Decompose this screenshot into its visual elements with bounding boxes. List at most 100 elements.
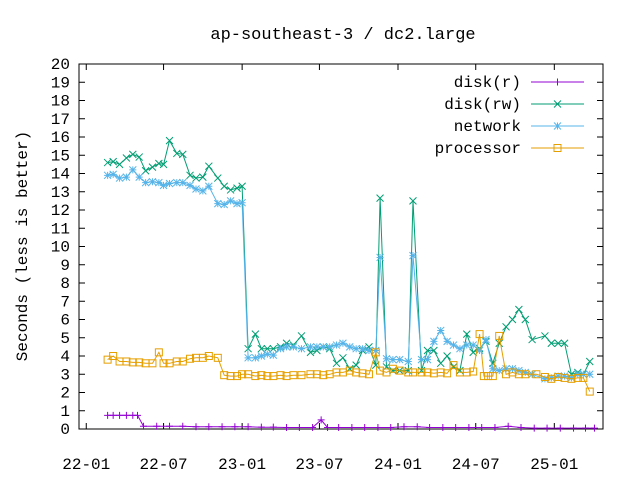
y-tick-label: 15 — [51, 147, 70, 165]
data-point — [122, 173, 131, 182]
data-point — [352, 344, 361, 353]
legend-label: network — [454, 118, 521, 136]
data-point — [335, 424, 343, 432]
data-point — [579, 373, 588, 382]
x-tick-label: 24-01 — [374, 456, 422, 474]
data-point — [488, 372, 497, 381]
data-point — [358, 369, 367, 378]
data-point — [312, 370, 321, 379]
data-point — [231, 423, 239, 431]
data-point — [238, 370, 247, 379]
data-point — [376, 366, 385, 375]
data-point — [198, 353, 207, 362]
data-point — [495, 366, 504, 375]
data-point — [226, 197, 235, 205]
data-point — [352, 361, 361, 369]
data-point — [543, 424, 551, 432]
data-point — [465, 424, 473, 432]
data-point — [590, 424, 598, 432]
data-point — [213, 199, 222, 208]
data-point — [547, 339, 556, 348]
data-point — [192, 174, 200, 182]
data-point — [317, 416, 325, 424]
data-point — [218, 423, 226, 431]
x-tick-label: 24-07 — [452, 456, 500, 474]
x-tick-label: 22-07 — [140, 456, 188, 474]
data-point — [205, 423, 213, 431]
data-point — [339, 339, 347, 348]
data-point — [263, 372, 272, 381]
series-line — [107, 139, 591, 375]
data-point — [430, 337, 438, 346]
data-point — [345, 366, 354, 375]
data-point — [269, 423, 277, 431]
data-point — [479, 372, 488, 381]
x-tick-label: 25-01 — [530, 456, 578, 474]
data-point — [417, 355, 426, 364]
legend-label: disk(r) — [454, 74, 521, 92]
data-point — [456, 366, 464, 375]
data-point — [332, 359, 341, 368]
data-point — [554, 78, 561, 86]
data-point — [233, 199, 241, 208]
data-point — [456, 344, 464, 353]
data-point — [172, 178, 181, 187]
data-point — [436, 368, 445, 377]
data-point — [423, 368, 432, 377]
data-point — [306, 343, 315, 351]
data-point — [172, 357, 181, 366]
series-disk-rw — [103, 136, 594, 379]
data-point — [395, 355, 404, 364]
data-point — [115, 174, 124, 182]
data-point — [257, 371, 266, 380]
y-tick-label: 18 — [51, 93, 70, 111]
data-point — [508, 368, 517, 377]
data-point — [495, 339, 504, 348]
y-tick-label: 17 — [51, 111, 70, 129]
data-point — [469, 348, 478, 357]
data-point — [276, 371, 285, 380]
series-layer — [103, 136, 598, 432]
data-point — [116, 411, 124, 419]
data-point — [443, 369, 452, 378]
data-point — [332, 341, 341, 349]
data-point — [135, 358, 144, 367]
legend-label: processor — [435, 140, 521, 158]
data-point — [404, 357, 413, 366]
data-point — [567, 374, 576, 383]
data-point — [165, 136, 174, 145]
legend-entry: network — [454, 118, 584, 136]
x-tick-label: 22-01 — [62, 456, 110, 474]
y-tick-label: 5 — [60, 330, 70, 348]
data-point — [192, 423, 200, 431]
data-point — [166, 422, 174, 430]
data-point — [521, 370, 530, 379]
y-tick-label: 11 — [51, 220, 70, 238]
data-point — [352, 368, 361, 377]
data-point — [148, 359, 157, 368]
data-point — [135, 173, 144, 182]
data-point — [148, 177, 157, 186]
data-point — [159, 359, 168, 368]
y-axis-label: Seconds (less is better) — [14, 131, 32, 361]
y-tick-label: 20 — [51, 56, 70, 74]
data-point — [319, 371, 328, 380]
data-point — [395, 366, 404, 375]
data-point — [417, 368, 426, 377]
data-point — [213, 174, 222, 182]
y-tick-label: 7 — [60, 293, 70, 311]
legend-entry: disk(r) — [454, 74, 584, 92]
x-axis-ticks: 22-01 22-07 23-01 23-07 24-01 24-07 25-01 — [62, 64, 578, 474]
data-point — [387, 424, 395, 432]
data-point — [122, 357, 131, 366]
data-point — [554, 339, 563, 348]
data-point — [567, 374, 576, 382]
data-point — [276, 344, 285, 353]
data-point — [540, 372, 549, 381]
x-tick-label: 23-01 — [218, 456, 266, 474]
data-point — [204, 162, 213, 171]
data-point — [358, 344, 367, 353]
data-point — [324, 424, 332, 432]
data-point — [134, 411, 142, 419]
y-tick-label: 13 — [51, 184, 70, 202]
